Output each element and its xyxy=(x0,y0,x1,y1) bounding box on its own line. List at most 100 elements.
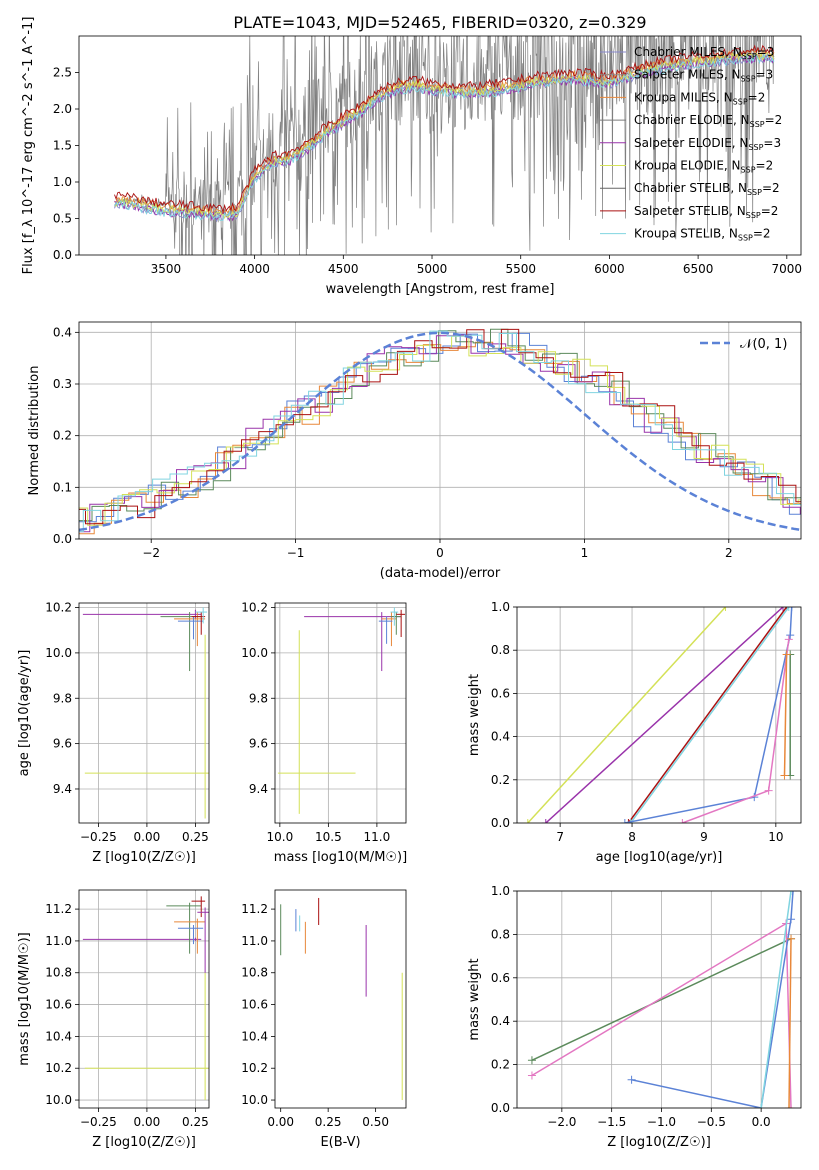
y-tick-label: 1.0 xyxy=(491,600,510,614)
legend-label: Kroupa MILES, NSSP=2 xyxy=(634,90,765,106)
mass_vs_z-panel: −0.25 0.00 0.25 10.0 10.2 10.4 10.6 10.8 11.0 11.… xyxy=(17,889,210,1150)
residual-histogram xyxy=(79,334,801,533)
grid xyxy=(275,603,406,823)
y-tick-label: 0.8 xyxy=(491,927,510,941)
x-tick-label: −2 xyxy=(142,546,160,560)
axes-frame xyxy=(78,35,802,256)
legend-label: Chabrier MILES, NSSP=3 xyxy=(634,45,774,61)
weight-marker xyxy=(527,1056,536,1065)
y-tick-label: 1.5 xyxy=(53,139,72,153)
x-tick-label: 8 xyxy=(628,830,636,844)
legend-label: 𝒩(0, 1) xyxy=(740,337,787,352)
normal-curve xyxy=(79,331,801,532)
y-tick-label: 10.6 xyxy=(241,998,268,1012)
y-tick-label: 11.2 xyxy=(241,902,268,916)
weight-marker xyxy=(787,1104,796,1108)
plot-content xyxy=(523,607,796,823)
x-tick-label: 6500 xyxy=(683,262,714,276)
x-axis-label: (data-model)/error xyxy=(380,566,501,581)
age_vs_z-panel: −0.25 0.00 0.25 9.4 9.6 9.8 10.0 10.2 Z [log10(Z… xyxy=(17,601,210,865)
y-tick-label: 0.3 xyxy=(53,377,72,391)
x-axis-label: mass [log10(M/M☉)] xyxy=(274,850,407,865)
x-tick-label: 3500 xyxy=(151,262,182,276)
x-tick-label: −1.5 xyxy=(597,1115,626,1129)
x-tick-label: −1.0 xyxy=(647,1115,676,1129)
axes-frame xyxy=(78,321,802,540)
legend-label: Salpeter STELIB, NSSP=2 xyxy=(634,204,778,220)
x-tick-label: 0.00 xyxy=(134,830,161,844)
y-tick-label: 0.0 xyxy=(53,248,72,262)
y-axis-label: Flux [f_λ 10^-17 erg cm^-2 s^-1 A^-1] xyxy=(21,17,36,275)
x-axis-label: age [log10(age/yr)] xyxy=(596,850,723,865)
plot-area xyxy=(79,890,209,1108)
x-tick-label: 9 xyxy=(700,830,708,844)
legend-label: Kroupa ELODIE, NSSP=2 xyxy=(634,159,773,175)
x-tick-label: 1 xyxy=(581,546,589,560)
legend-label: Chabrier ELODIE, NSSP=2 xyxy=(634,113,782,129)
model-spectrum xyxy=(114,53,775,221)
x-tick-label: 0.25 xyxy=(315,1115,342,1129)
residuals-panel: −2 −1 0 1 2 0.0 0.1 0.2 0.3 0.4 (data-model)/error… xyxy=(27,321,802,581)
y-tick-label: 11.0 xyxy=(45,934,72,948)
weight-marker xyxy=(785,1104,794,1108)
x-tick-label: −0.25 xyxy=(80,1115,117,1129)
y-tick-label: 0.6 xyxy=(491,686,510,700)
x-axis-label: Z [log10(Z/Z☉)] xyxy=(92,1135,196,1150)
y-tick-label: 10.8 xyxy=(241,966,268,980)
weight-line xyxy=(788,938,792,1108)
y-tick-label: 10.0 xyxy=(45,646,72,660)
x-tick-label: 0.00 xyxy=(134,1115,161,1129)
mass_vs_ebv-panel: 0.00 0.25 0.50 10.0 10.2 10.4 10.6 10.8 11.0 11.2… xyxy=(241,889,407,1150)
x-axis-label: wavelength [Angstrom, rest frame] xyxy=(326,282,555,297)
weight-marker xyxy=(787,607,796,611)
x-tick-label: 11.0 xyxy=(364,830,391,844)
axes-frame xyxy=(274,602,407,824)
axes-frame xyxy=(78,602,210,824)
weight-marker xyxy=(782,650,791,659)
x-tick-label: 5500 xyxy=(505,262,536,276)
legend: Chabrier MILES, NSSP=3 Salpeter MILES, NS… xyxy=(600,45,782,243)
y-tick-label: 0.2 xyxy=(491,773,510,787)
y-tick-label: 9.8 xyxy=(53,691,72,705)
y-tick-label: 0.4 xyxy=(53,325,72,339)
weight_vs_age-panel: 7 8 9 10 0.0 0.2 0.4 0.6 0.8 1.0 age [log10(age/yr… xyxy=(467,600,802,865)
weight-marker xyxy=(787,934,796,943)
grid xyxy=(79,603,209,823)
y-tick-label: 10.2 xyxy=(241,1061,268,1075)
age_vs_mass-panel: 10.0 10.5 11.0 9.4 9.6 9.8 10.0 10.2 mass [log10… xyxy=(241,601,407,865)
x-axis-label: Z [log10(Z/Z☉)] xyxy=(92,850,196,865)
weight-line xyxy=(527,607,727,823)
x-tick-label: 10.5 xyxy=(315,830,342,844)
x-tick-label: 0 xyxy=(436,546,444,560)
weight-marker xyxy=(757,1104,766,1108)
legend-label: Salpeter MILES, NSSP=3 xyxy=(634,68,773,84)
x-tick-label: 7 xyxy=(556,830,564,844)
x-tick-label: 6000 xyxy=(594,262,625,276)
x-tick-label: 0.25 xyxy=(182,830,209,844)
plot-area xyxy=(517,607,801,823)
x-axis-label: E(B-V) xyxy=(320,1135,360,1150)
y-tick-label: 11.0 xyxy=(241,934,268,948)
y-tick-label: 10.4 xyxy=(241,1029,268,1043)
y-tick-label: 0.8 xyxy=(491,643,510,657)
plot-area xyxy=(79,603,209,823)
x-tick-label: 4500 xyxy=(328,262,359,276)
axes-frame xyxy=(516,606,802,824)
spectrum-panel: 3500 4000 4500 5000 5500 6000 6500 7000 0.0 0.5 1.… xyxy=(21,17,802,297)
y-tick-label: 0.0 xyxy=(491,1101,510,1115)
legend-label: Chabrier STELIB, NSSP=2 xyxy=(634,181,780,197)
y-tick-label: 0.0 xyxy=(491,816,510,830)
legend-label: Kroupa STELIB, NSSP=2 xyxy=(634,227,771,243)
plot-content xyxy=(280,897,403,1101)
x-tick-label: 0.0 xyxy=(752,1115,771,1129)
x-tick-label: 0.25 xyxy=(182,1115,209,1129)
weight_vs_z-panel: −2.0 −1.5 −1.0 −0.5 0.0 0.0 0.2 0.4 0.6 0.8 1.0 Z [… xyxy=(467,884,802,1150)
weight-marker xyxy=(626,819,635,823)
weight-marker xyxy=(780,771,789,780)
y-tick-label: 10.0 xyxy=(241,646,268,660)
y-tick-label: 0.5 xyxy=(53,212,72,226)
y-tick-label: 10.2 xyxy=(241,601,268,615)
residual-histogram xyxy=(79,341,801,535)
x-tick-label: −2.0 xyxy=(547,1115,576,1129)
y-axis-label: mass weight xyxy=(467,958,482,1040)
